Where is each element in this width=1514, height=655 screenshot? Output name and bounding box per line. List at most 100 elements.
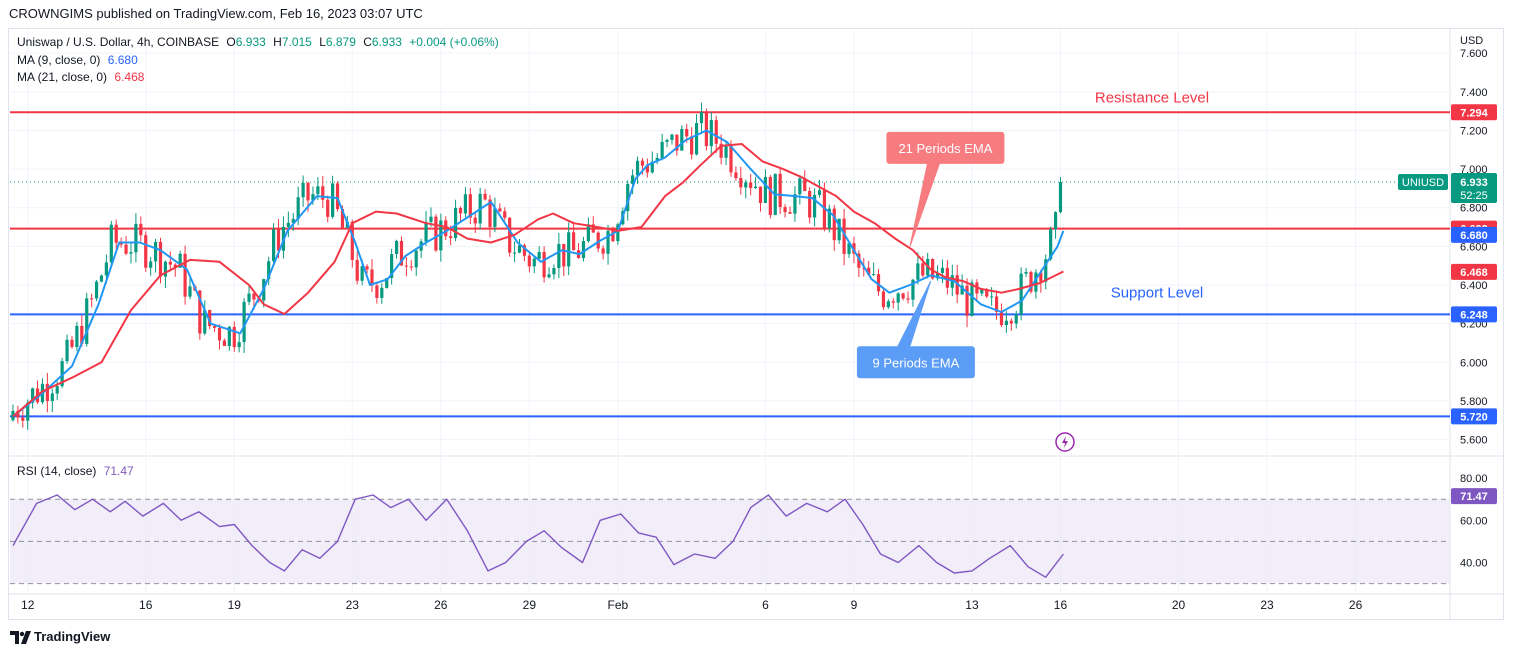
candle-body — [1049, 229, 1053, 260]
price-tick-label: 6.800 — [1460, 203, 1488, 215]
rsi-legend-label: RSI (14, close) — [17, 464, 97, 478]
candle-body — [729, 145, 733, 173]
candle-body — [827, 208, 831, 229]
candle-body — [891, 301, 895, 303]
candle-body — [85, 298, 89, 344]
legend-close-value: 6.933 — [371, 35, 402, 49]
candle-body — [1009, 320, 1013, 324]
candle-body — [212, 325, 217, 328]
legend-open-label: O — [226, 35, 236, 49]
candle-body — [50, 393, 54, 402]
candle-body — [788, 212, 792, 214]
candle-body — [690, 136, 694, 155]
candle-body — [340, 209, 345, 228]
candle-body — [463, 194, 468, 214]
candle-body — [114, 224, 118, 243]
time-tick-label: 23 — [1260, 598, 1274, 612]
rsi-tick-label: 80.00 — [1460, 473, 1488, 485]
publisher-caption: CROWNGIMS published on TradingView.com, … — [9, 6, 423, 21]
candle-body — [468, 194, 472, 218]
candle-body — [424, 221, 428, 242]
candle-body — [999, 311, 1004, 326]
candle-body — [567, 232, 571, 267]
candle-body — [158, 241, 163, 277]
candle-body — [399, 240, 404, 266]
time-tick-label: 6 — [762, 598, 769, 612]
candle-body — [503, 211, 507, 218]
candle-body — [247, 293, 251, 302]
candle-body — [326, 199, 330, 217]
rsi-tick-label: 60.00 — [1460, 515, 1488, 527]
symbol-legend: Uniswap / U.S. Dollar, 4h, COINBASE O6.9… — [17, 35, 503, 49]
candle-body — [591, 224, 595, 233]
candle-body — [439, 220, 443, 251]
candle-body — [163, 261, 168, 277]
level-5720-badge-bg — [1451, 408, 1497, 425]
candle-body — [1004, 320, 1008, 326]
price-tick-label: 5.800 — [1460, 396, 1488, 408]
candle-body — [675, 134, 679, 151]
candle-body — [527, 255, 531, 267]
candle-body — [940, 267, 945, 274]
candle-body — [1039, 272, 1043, 282]
candle-body — [685, 128, 689, 137]
candle-body — [370, 269, 374, 286]
time-tick-label: 23 — [346, 598, 360, 612]
rsi-value-badge-text: 71.47 — [1460, 491, 1488, 503]
candle-body — [508, 217, 512, 253]
candle-body — [173, 264, 177, 268]
time-tick-label: 13 — [965, 598, 979, 612]
candle-body — [139, 223, 143, 236]
candle-body — [237, 342, 241, 348]
candle-body — [203, 310, 207, 334]
candle-body — [719, 143, 723, 158]
candle-body — [783, 207, 787, 213]
candle-body — [808, 190, 812, 218]
candle-body — [872, 274, 876, 276]
candle-body — [896, 293, 900, 303]
candle-body — [753, 186, 758, 188]
candle-body — [90, 298, 94, 300]
ma9-value-badge-bg — [1451, 226, 1497, 243]
candle-body — [817, 190, 822, 195]
time-tick-label: 29 — [523, 598, 537, 612]
candle-body — [724, 145, 728, 158]
rsi-legend-value: 71.47 — [103, 464, 134, 478]
chart-frame — [8, 28, 1504, 620]
candle-body — [960, 285, 964, 295]
candle-body — [104, 262, 108, 276]
support-level-badge-text: 6.248 — [1460, 309, 1488, 321]
candle-body — [837, 218, 841, 241]
candle-body — [547, 274, 551, 278]
candle-body — [60, 361, 64, 387]
candle-body — [532, 258, 536, 267]
candle-body — [557, 243, 561, 269]
candle-body — [335, 183, 340, 210]
time-tick-label: 26 — [1349, 598, 1363, 612]
candle-body — [394, 240, 399, 255]
candle-body — [847, 243, 851, 254]
candle-body — [80, 325, 84, 344]
candle-body — [1044, 259, 1048, 282]
tradingview-footer[interactable]: TradingView — [10, 629, 110, 644]
candle-body — [921, 263, 925, 276]
uniusd-symbol-tag-bg — [1398, 174, 1448, 191]
legend-open-value: 6.933 — [235, 35, 266, 49]
candle-body — [611, 230, 615, 242]
candle-body — [385, 278, 389, 288]
candle-body — [286, 222, 290, 227]
legend-low: L6.879 — [319, 35, 356, 49]
time-tick-label: 16 — [139, 598, 153, 612]
candle-body — [606, 230, 610, 254]
candle-body — [906, 298, 910, 300]
tradingview-logo-icon — [10, 630, 31, 644]
ma9-legend-value: 6.680 — [107, 53, 138, 67]
uniusd-price-badge-bg — [1451, 173, 1497, 204]
candle-body — [640, 160, 645, 166]
candle-body — [916, 263, 920, 280]
candle-body — [404, 265, 408, 267]
candle-body — [803, 178, 807, 191]
candle-body — [26, 402, 30, 421]
tradingview-brand: TradingView — [34, 629, 111, 644]
